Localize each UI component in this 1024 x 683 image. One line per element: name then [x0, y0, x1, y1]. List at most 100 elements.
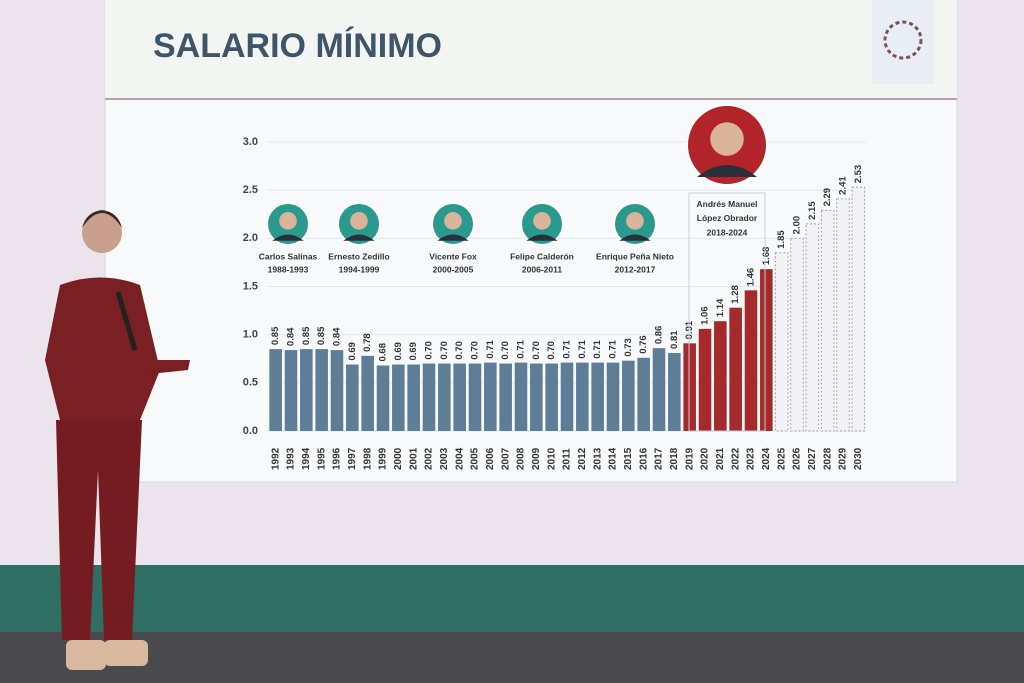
bar — [729, 307, 742, 431]
head — [82, 213, 122, 253]
bar — [560, 362, 574, 431]
bar — [637, 357, 650, 431]
floor — [0, 632, 1024, 683]
stage-band — [0, 565, 1024, 640]
bar — [407, 364, 420, 431]
bar — [790, 237, 804, 432]
value-label: 2.53 — [853, 165, 864, 184]
bar — [744, 290, 758, 431]
trousers — [56, 420, 142, 640]
x-tick-label: 2015 — [623, 447, 634, 470]
y-tick-label: 0.5 — [243, 377, 258, 389]
x-tick-label: 2009 — [531, 447, 542, 470]
annotation-name: Carlos Salinas — [259, 251, 318, 261]
value-label: 0.70 — [546, 341, 557, 360]
y-tick-label: 1.5 — [243, 280, 258, 292]
bar — [760, 269, 773, 431]
annotation-name-line: López Obrador — [697, 213, 758, 223]
annotation-box — [688, 192, 766, 432]
bar — [499, 363, 512, 431]
y-tick-label: 2.0 — [243, 232, 258, 244]
bar — [576, 362, 589, 431]
x-tick-label: 2012 — [577, 447, 588, 470]
x-tick-label: 2023 — [746, 447, 757, 470]
x-tick-label: 1993 — [286, 447, 297, 470]
hair — [82, 210, 122, 228]
bar — [438, 363, 451, 431]
bar — [392, 364, 405, 431]
x-tick-label: 2022 — [730, 447, 741, 470]
bar — [652, 348, 666, 431]
chart: 0.0 0.5 1.0 1.5 2.0 2.5 3.0 1992 0.85 1993 0.84 199… — [243, 104, 866, 470]
value-label: 0.68 — [378, 343, 389, 362]
x-tick-label: 2026 — [792, 447, 803, 470]
x-tick-label: 2025 — [776, 447, 787, 470]
bar — [468, 363, 482, 431]
portrait-suit — [437, 234, 469, 241]
arm — [140, 360, 190, 375]
value-label: 0.69 — [408, 342, 419, 361]
portrait-suit — [619, 234, 651, 241]
annotation-years: 2006-2011 — [522, 264, 562, 274]
bar — [361, 355, 374, 431]
bar — [484, 362, 497, 431]
annotation-name-line: Andrés Manuel — [697, 199, 758, 209]
portrait-suit — [697, 165, 757, 177]
value-label: 2.15 — [807, 201, 818, 220]
value-label: 2.29 — [822, 188, 833, 207]
y-tick-label: 1.0 — [243, 329, 258, 341]
value-label: 2.00 — [792, 216, 803, 235]
bar — [530, 363, 543, 431]
presenter — [45, 210, 190, 670]
bar — [805, 223, 820, 432]
value-label: 1.14 — [715, 298, 726, 317]
x-tick-label: 2016 — [638, 447, 649, 470]
portrait-suit — [343, 234, 375, 241]
bar — [315, 349, 328, 431]
x-tick-label: 2014 — [608, 447, 619, 470]
x-tick-label: 2027 — [807, 447, 818, 470]
value-label: 0.71 — [577, 339, 588, 358]
y-tick-label: 2.5 — [243, 184, 258, 196]
bar — [820, 209, 835, 432]
annotation-years: 2012-2017 — [615, 264, 656, 274]
x-tick-label: 2030 — [853, 447, 864, 470]
bar — [330, 350, 344, 431]
portrait-face — [533, 212, 551, 230]
value-label: 0.69 — [347, 342, 358, 361]
x-tick-label: 2019 — [684, 447, 695, 470]
value-label: 0.86 — [654, 326, 665, 345]
x-tick-label: 1994 — [301, 447, 312, 470]
value-label: 0.70 — [500, 341, 511, 360]
value-label: 0.71 — [516, 339, 527, 358]
bar — [269, 349, 282, 431]
value-label: 1.06 — [700, 306, 711, 325]
y-tick-label: 0.0 — [243, 425, 258, 437]
x-tick-label: 2000 — [393, 447, 404, 470]
jacket — [45, 277, 160, 420]
x-tick-label: 1997 — [347, 447, 358, 470]
x-tick-label: 2011 — [562, 448, 573, 470]
value-label: 0.71 — [562, 339, 573, 358]
x-tick-label: 2005 — [470, 447, 481, 470]
ornament — [872, 0, 934, 84]
annotation-name: Andrés Manuel López Obrador — [697, 199, 758, 223]
value-label: 0.76 — [638, 335, 649, 354]
annotation-name: Ernesto Zedillo — [328, 251, 389, 261]
title-band — [105, 0, 957, 98]
annotation-years: 2018-2024 — [707, 227, 748, 237]
annotation-years: 1988-1993 — [268, 264, 309, 274]
bar — [774, 252, 789, 432]
x-tick-label: 1999 — [378, 447, 389, 470]
value-label: 0.73 — [623, 338, 634, 357]
bar — [453, 363, 466, 431]
value-label: 1.28 — [730, 285, 741, 304]
value-label: 1.68 — [761, 247, 772, 266]
value-label: 1.85 — [776, 230, 787, 249]
shoe — [104, 640, 148, 666]
value-label: 0.70 — [439, 341, 450, 360]
shoe — [66, 640, 106, 670]
bar — [300, 349, 313, 431]
bar — [698, 328, 712, 431]
bar — [376, 365, 390, 431]
